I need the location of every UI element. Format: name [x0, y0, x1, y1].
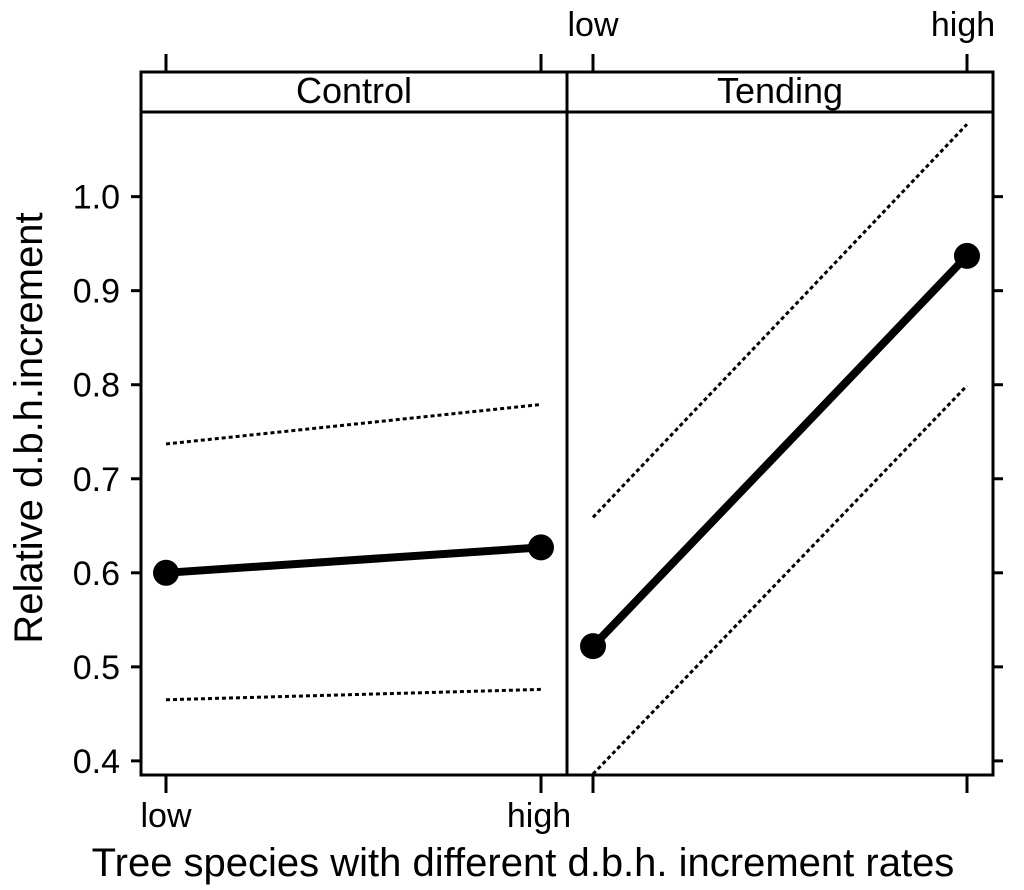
data-point	[954, 242, 980, 269]
ci-lower-line	[165, 687, 542, 702]
ci-upper-line	[591, 123, 969, 519]
x-tick-label: high	[931, 6, 995, 44]
x-axis-title: Tree species with different d.b.h. incre…	[92, 841, 955, 885]
panel-strip-label: Control	[296, 70, 412, 111]
x-tick-label: low	[567, 6, 618, 44]
y-tick-label: 0.5	[73, 649, 120, 687]
y-tick-label: 1.0	[73, 179, 120, 217]
y-tick-label: 0.8	[73, 367, 120, 405]
data-point	[528, 534, 554, 561]
y-tick-label: 0.6	[73, 555, 120, 593]
estimate-line	[165, 543, 542, 577]
y-tick-label: 0.4	[73, 743, 120, 781]
ci-lower-line	[591, 384, 969, 776]
panel-strip-label: Tending	[717, 70, 843, 111]
y-axis-title: Relative d.b.h.increment	[7, 212, 51, 643]
data-point	[153, 559, 179, 586]
x-tick-label: high	[507, 797, 571, 835]
data-point	[580, 633, 606, 660]
y-tick-label: 0.9	[73, 273, 120, 311]
estimate-line	[590, 253, 970, 649]
y-tick-label: 0.7	[73, 461, 120, 499]
x-tick-label: low	[140, 797, 191, 835]
ci-upper-line	[165, 402, 542, 446]
